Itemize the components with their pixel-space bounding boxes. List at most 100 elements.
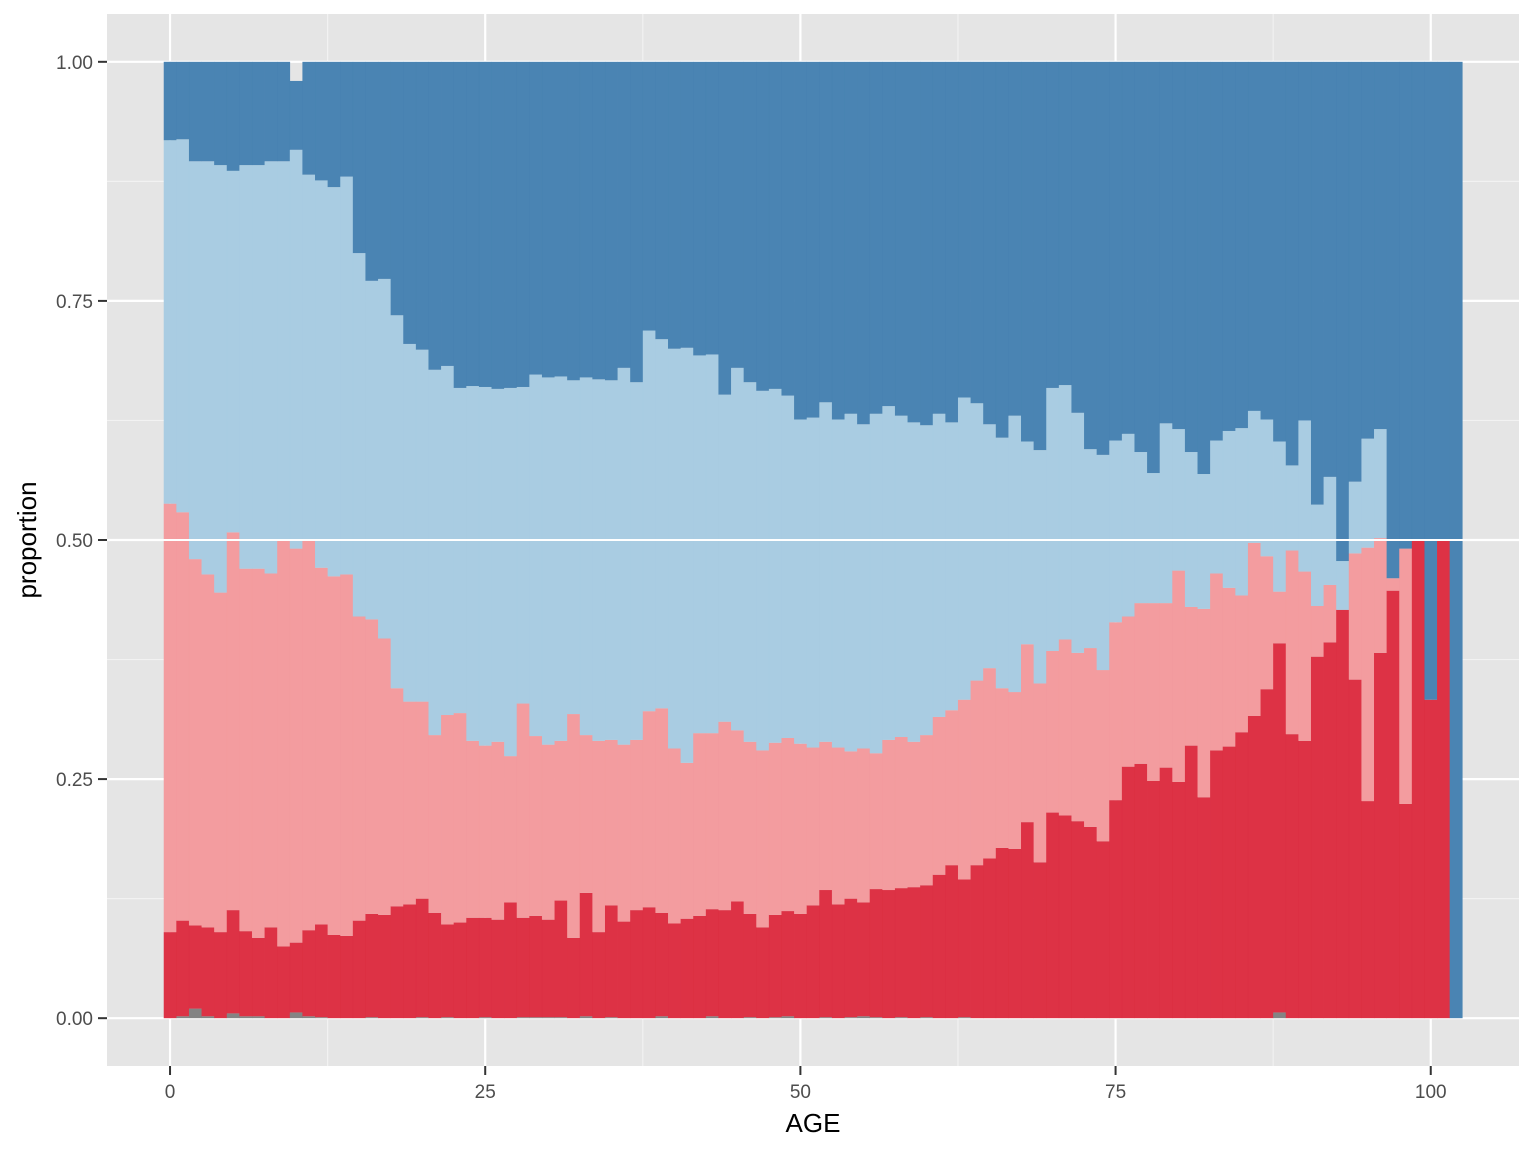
bar-segment — [226, 170, 240, 533]
bar-segment — [604, 905, 618, 1018]
bar-segment — [831, 419, 845, 748]
bar-segment — [365, 619, 379, 914]
bar-segment — [592, 61, 606, 380]
bar-segment — [1172, 781, 1186, 1019]
bar-segment — [932, 61, 946, 414]
bar-segment — [768, 1017, 782, 1019]
bar-segment — [655, 339, 669, 709]
bar-segment — [920, 1017, 934, 1019]
bar-segment — [478, 1017, 492, 1019]
bar-segment — [1361, 61, 1375, 439]
bar-segment — [617, 921, 631, 1019]
bar-segment — [403, 343, 417, 702]
bar-segment — [491, 741, 505, 920]
bar-segment — [1361, 547, 1375, 802]
bar-segment — [1399, 803, 1413, 1019]
bar-segment — [693, 355, 707, 734]
bar-segment — [504, 902, 518, 1019]
bar-segment — [1273, 61, 1287, 442]
bar-segment — [1323, 642, 1337, 1019]
bar-segment — [794, 743, 807, 914]
bar-segment — [428, 735, 442, 913]
bar-segment — [340, 574, 354, 936]
bar-segment — [352, 253, 366, 617]
bar-segment — [1336, 561, 1350, 610]
bar-segment — [315, 1017, 328, 1019]
bar-segment — [1411, 540, 1425, 1019]
bar-segment — [1273, 1012, 1287, 1019]
bar-segment — [1008, 61, 1022, 416]
bar-segment — [214, 165, 228, 593]
bar-segment — [1247, 715, 1261, 1019]
bar-segment — [1374, 429, 1387, 539]
bar-segment — [1147, 603, 1160, 782]
bar-segment — [995, 437, 1009, 689]
bar-segment — [1109, 61, 1123, 441]
bar-segment — [1386, 61, 1400, 579]
bar-segment — [226, 1013, 240, 1019]
bar-segment — [289, 80, 303, 150]
bar-segment — [1033, 683, 1047, 863]
bar-segment — [239, 61, 253, 166]
bar-segment — [844, 61, 858, 414]
bar-segment — [251, 937, 265, 1017]
bar-segment — [340, 935, 354, 1019]
bar-segment — [554, 376, 568, 741]
bar-segment — [869, 889, 883, 1018]
bar-segment — [453, 61, 467, 388]
bar-segment — [1247, 61, 1261, 411]
bar-segment — [1323, 61, 1337, 477]
bar-segment — [819, 61, 833, 403]
bar-segment — [642, 61, 656, 331]
bar-segment — [1021, 644, 1034, 823]
bar-segment — [642, 711, 656, 908]
bar-segment — [1374, 61, 1387, 430]
bar-segment — [743, 61, 757, 383]
bar-segment — [466, 917, 480, 1019]
bar-segment — [529, 1017, 543, 1019]
bar-segment — [403, 904, 417, 1019]
y-tick-label: 0.50 — [56, 531, 93, 552]
bar-segment — [390, 906, 404, 1019]
bar-segment — [819, 890, 833, 1018]
bar-segment — [176, 1016, 190, 1019]
bar-segment — [277, 161, 291, 540]
bar-segment — [226, 532, 240, 911]
bar-segment — [529, 374, 543, 737]
bar-segment — [1348, 679, 1362, 1019]
bar-segment — [1033, 862, 1047, 1019]
bar-segment — [668, 61, 681, 349]
bar-segment — [1235, 428, 1249, 596]
bar-segment — [1285, 61, 1299, 466]
bar-segment — [630, 739, 644, 911]
bar-segment — [1235, 61, 1249, 429]
bar-segment — [264, 927, 278, 1019]
bar-segment — [655, 708, 669, 913]
bar-segment — [516, 61, 530, 387]
bar-segment — [970, 403, 984, 681]
bar-segment — [176, 139, 190, 513]
bar-segment — [226, 910, 240, 1014]
bar-segment — [1084, 648, 1097, 827]
bar-segment — [857, 748, 871, 903]
bar-segment — [327, 187, 341, 577]
bar-segment — [882, 890, 896, 1019]
bar-segment — [1021, 441, 1034, 645]
bar-segment — [844, 751, 858, 899]
x-axis: 0 25 50 75 100 — [165, 1066, 1447, 1103]
x-tick-label: 25 — [475, 1082, 496, 1103]
bar-segment — [1424, 61, 1438, 700]
bar-segment — [932, 413, 946, 717]
bar-segment — [1235, 732, 1249, 1019]
bar-segment — [478, 745, 492, 918]
bar-segment — [163, 140, 177, 504]
bar-segment — [1058, 815, 1072, 1019]
bar-segment — [441, 61, 454, 366]
bar-segment — [188, 161, 202, 560]
bars — [163, 61, 1463, 1019]
bar-segment — [1084, 449, 1097, 649]
bar-segment — [1058, 639, 1072, 816]
bar-segment — [932, 716, 946, 875]
bar-segment — [592, 932, 606, 1019]
bar-segment — [541, 377, 555, 745]
